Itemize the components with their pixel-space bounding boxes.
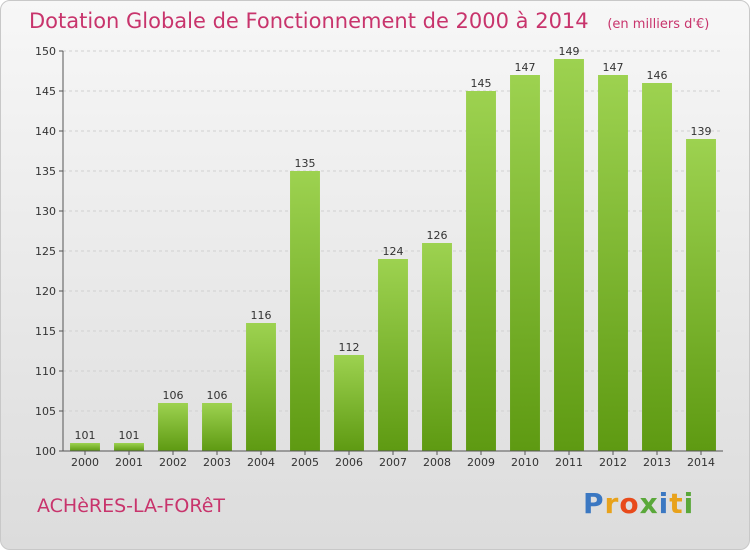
logo-letter: o xyxy=(619,487,640,520)
data-label: 124 xyxy=(383,245,404,258)
chart-unit: (en milliers d'€) xyxy=(607,17,710,32)
chart-title-text: Dotation Globale de Fonctionnement de 20… xyxy=(29,9,589,33)
x-tick-label: 2012 xyxy=(599,456,627,469)
logo-letter: x xyxy=(639,487,659,520)
data-label: 112 xyxy=(339,341,360,354)
y-tick-label: 140 xyxy=(35,125,56,138)
proxiti-logo[interactable]: Proxiti xyxy=(583,487,694,520)
bar-2006 xyxy=(334,355,364,451)
bar-2002 xyxy=(158,403,188,451)
data-label: 106 xyxy=(207,389,228,402)
x-tick-label: 2004 xyxy=(247,456,275,469)
y-axis: 100 105 110 115 120 125 130 135 140 145 150 xyxy=(35,45,64,458)
data-label: 145 xyxy=(471,77,492,90)
x-tick-label: 2005 xyxy=(291,456,319,469)
logo-letter: t xyxy=(669,487,684,520)
data-label: 106 xyxy=(163,389,184,402)
data-label: 101 xyxy=(119,429,140,442)
data-label: 147 xyxy=(515,61,536,74)
data-label: 139 xyxy=(691,125,712,138)
x-tick-label: 2009 xyxy=(467,456,495,469)
y-tick-label: 115 xyxy=(35,325,56,338)
bar-2009 xyxy=(466,91,496,451)
data-label: 147 xyxy=(603,61,624,74)
y-tick-label: 105 xyxy=(35,405,56,418)
bar-2007 xyxy=(378,259,408,451)
x-tick-label: 2000 xyxy=(71,456,99,469)
y-tick-label: 110 xyxy=(35,365,56,378)
bar-2004 xyxy=(246,323,276,451)
y-tick-label: 100 xyxy=(35,445,56,458)
data-label: 116 xyxy=(251,309,272,322)
x-tick-label: 2013 xyxy=(643,456,671,469)
chart-title: Dotation Globale de Fonctionnement de 20… xyxy=(29,9,709,33)
y-tick-label: 120 xyxy=(35,285,56,298)
bar-2005 xyxy=(290,171,320,451)
data-label: 149 xyxy=(559,45,580,58)
y-tick-label: 125 xyxy=(35,245,56,258)
logo-letter: P xyxy=(583,487,605,520)
bar-2000 xyxy=(70,443,100,451)
x-tick-label: 2006 xyxy=(335,456,363,469)
y-tick-label: 150 xyxy=(35,45,56,58)
bar-2003 xyxy=(202,403,232,451)
bar-2013 xyxy=(642,83,672,451)
bar-2012 xyxy=(598,75,628,451)
data-label: 135 xyxy=(295,157,316,170)
commune-name: ACHèRES-LA-FORêT xyxy=(37,495,226,517)
x-tick-label: 2008 xyxy=(423,456,451,469)
x-tick-label: 2014 xyxy=(687,456,715,469)
bars: 101 101 106 106 116 135 112 124 126 145 147 149 147 1… xyxy=(70,45,716,451)
bar-2001 xyxy=(114,443,144,451)
data-label: 126 xyxy=(427,229,448,242)
data-label: 146 xyxy=(647,69,668,82)
data-label: 101 xyxy=(75,429,96,442)
bar-2010 xyxy=(510,75,540,451)
y-tick-label: 145 xyxy=(35,85,56,98)
logo-letter: i xyxy=(658,487,670,520)
x-tick-label: 2010 xyxy=(511,456,539,469)
x-tick-label: 2002 xyxy=(159,456,187,469)
bar-2014 xyxy=(686,139,716,451)
x-tick-label: 2001 xyxy=(115,456,143,469)
logo-letter: i xyxy=(683,487,695,520)
bar-2011 xyxy=(554,59,584,451)
x-tick-label: 2003 xyxy=(203,456,231,469)
y-tick-label: 130 xyxy=(35,205,56,218)
bar-2008 xyxy=(422,243,452,451)
x-tick-label: 2007 xyxy=(379,456,407,469)
logo-letter: r xyxy=(604,487,620,520)
x-axis: 2000 2001 2002 2003 2004 2005 2006 2007 2008 2009… xyxy=(63,450,723,469)
x-tick-label: 2011 xyxy=(555,456,583,469)
y-tick-label: 135 xyxy=(35,165,56,178)
